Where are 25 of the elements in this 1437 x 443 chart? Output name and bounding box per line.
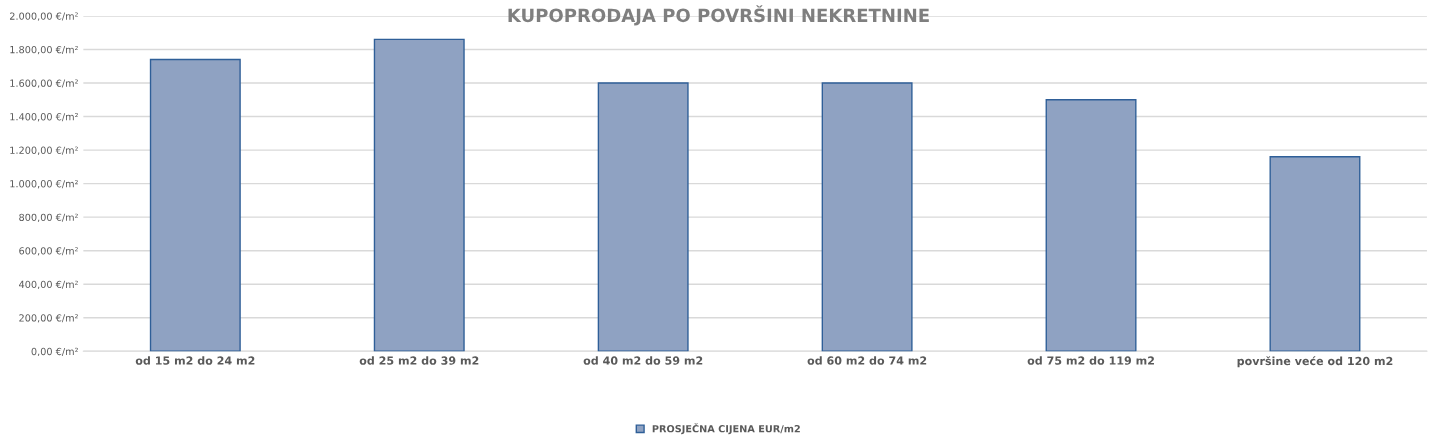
y-tick-label: 800,00 €/m²	[19, 213, 78, 222]
y-tick-label: 0,00 €/m²	[31, 347, 78, 357]
bar	[373, 38, 465, 352]
bar	[597, 82, 689, 352]
bar	[1269, 156, 1361, 352]
y-tick-label: 600,00 €/m²	[19, 247, 78, 256]
legend-label: PROSJEČNA CIJENA EUR/m2	[652, 423, 800, 435]
chart-title: KUPOPRODAJA PO POVRŠINI NEKRETNINE	[508, 5, 929, 26]
y-tick-label: 1.200,00 €/m²	[10, 146, 78, 155]
y-tick-label: 200,00 €/m²	[19, 314, 78, 323]
x-tick-label: od 60 m2 do 74 m2	[807, 356, 927, 365]
y-tick-label: 400,00 €/m²	[19, 280, 78, 290]
bar	[821, 82, 913, 352]
y-tick-label: 1.400,00 €/m²	[10, 113, 78, 122]
y-tick-label: 1.600,00 €/m²	[10, 79, 78, 88]
x-tick-label: od 40 m2 do 59 m2	[583, 356, 703, 365]
x-tick-label: od 75 m2 do 119 m2	[1027, 356, 1154, 365]
y-tick-label: 2.000,00 €/m²	[9, 12, 78, 21]
bar	[149, 58, 241, 352]
x-tick-label: od 15 m2 do 24 m2	[135, 356, 255, 365]
x-tick-label: površine veće od 120 m2	[1237, 356, 1393, 368]
bar	[1045, 99, 1137, 352]
y-tick-label: 1.000,00 €/m²	[10, 180, 78, 189]
x-tick-label: od 25 m2 do 39 m2	[359, 356, 479, 365]
y-tick-label: 1.800,00 €/m²	[10, 45, 78, 55]
